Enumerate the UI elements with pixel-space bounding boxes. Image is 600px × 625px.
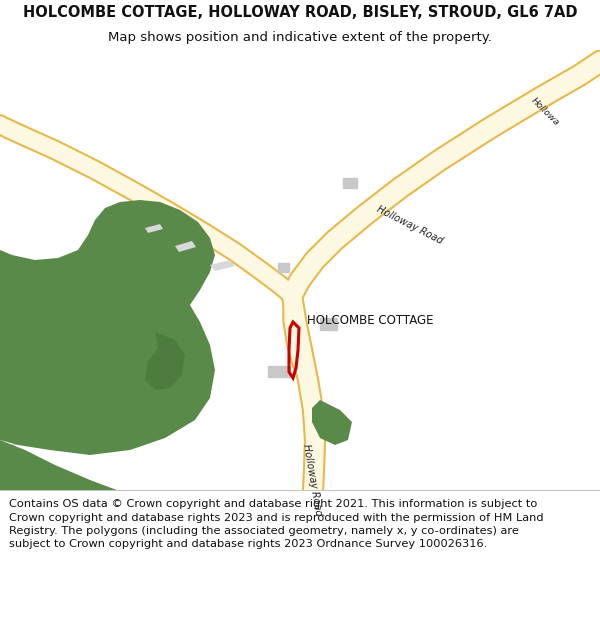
Polygon shape [0,440,200,550]
Text: Holloway Road: Holloway Road [376,204,445,246]
Polygon shape [0,200,215,455]
Polygon shape [145,332,185,390]
Polygon shape [312,400,352,445]
Text: Hollowa: Hollowa [529,96,561,128]
Text: Contains OS data © Crown copyright and database right 2021. This information is : Contains OS data © Crown copyright and d… [9,499,544,549]
Polygon shape [145,224,163,233]
Polygon shape [210,260,235,271]
Text: HOLCOMBE COTTAGE, HOLLOWAY ROAD, BISLEY, STROUD, GL6 7AD: HOLCOMBE COTTAGE, HOLLOWAY ROAD, BISLEY,… [23,5,577,20]
Text: HOLCOMBE COTTAGE: HOLCOMBE COTTAGE [307,314,433,326]
Bar [320,318,337,330]
Polygon shape [285,500,345,550]
Bar [278,263,289,272]
Bar [268,366,290,377]
Text: Holloway Road: Holloway Road [301,443,323,517]
Bar [343,178,357,188]
Text: Map shows position and indicative extent of the property.: Map shows position and indicative extent… [108,31,492,44]
Polygon shape [175,241,196,252]
